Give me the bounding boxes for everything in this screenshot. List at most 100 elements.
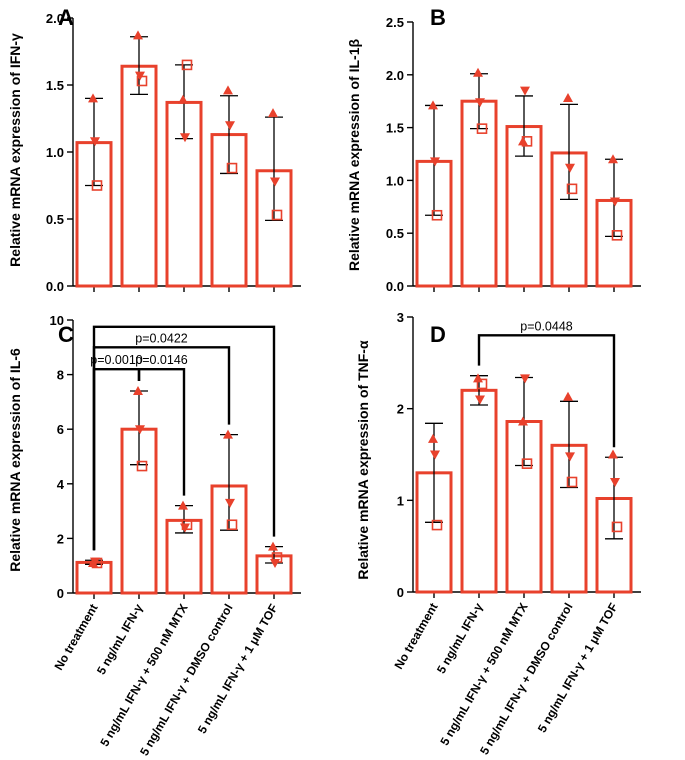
panel-a-data-point-triangle [178, 94, 188, 104]
panel-c-data-point-square [271, 552, 283, 563]
panel-d-data-point-triangle-down [565, 452, 575, 462]
panel-c-y-tick-label: 8 [57, 368, 64, 383]
panel-b-data-point-triangle [428, 100, 438, 110]
panel-d-y-tick-label: 3 [397, 310, 404, 325]
panel-c-p-value-label: p=0.0146 [135, 353, 188, 367]
panel-d-y-axis-title: Relative mRNA expression of TNF-α [355, 340, 371, 580]
panel-a-letter: A [58, 5, 74, 30]
panel-b-y-tick-label: 1.0 [386, 173, 404, 188]
panel-a-data-point-triangle [223, 85, 233, 95]
panel-a-data-point-square [226, 162, 238, 174]
panel-a-data-point-triangle-down [270, 177, 280, 187]
panel-b-y-tick-label: 0.5 [386, 226, 404, 241]
panel-c-category-label: 5 ng/mL IFN-γ + 500 nM MTX [97, 602, 190, 749]
panel-d: D Relative mRNA expression of TNF-α 0 1 2 3… [355, 310, 641, 757]
panel-b-data-point-triangle [473, 67, 483, 77]
panel-c-letter: C [58, 322, 74, 347]
panel-c-y-tick-label: 2 [57, 531, 64, 546]
panel-c-significance-bracket [92, 346, 231, 551]
panel-c-data-point-square [136, 460, 148, 472]
panel-d-data-point-triangle [518, 416, 528, 426]
panel-c-data-point-triangle-down [135, 425, 145, 435]
panel-d-data-point-triangle-down [430, 450, 440, 460]
panel-b-y-tick-label: 2.5 [386, 15, 404, 30]
panel-a-data-point-square [271, 209, 283, 221]
panel-d-letter: D [430, 322, 446, 347]
panel-d-category-label: 5 ng/mL IFN-γ + DMSO control [477, 601, 576, 758]
panel-d-data-point-triangle-down [520, 374, 530, 384]
panel-c-y-tick-label: 10 [50, 313, 64, 328]
panel-d-p-value-label: p=0.0448 [520, 319, 573, 333]
panel-a-data-point-triangle-down [90, 137, 100, 147]
panel-a-y-tick-label: 1.5 [46, 78, 64, 93]
panel-c-data-point-square [91, 557, 103, 569]
panel-a-y-axis-title: Relative mRNA expression of IFN-γ [7, 33, 23, 267]
panel-b-data-point-square [521, 136, 533, 147]
panel-c-category-label: 5 ng/mL IFN-γ + DMSO control [137, 602, 236, 759]
panel-d-data-point-square [566, 476, 578, 488]
panel-a-y-tick-label: 0.5 [46, 212, 64, 227]
panel-a-data-point-triangle-down [180, 133, 190, 143]
panel-b-data-point-triangle [563, 93, 573, 103]
panel-d-data-point-triangle [563, 391, 573, 401]
panel-d-y-tick-label: 1 [397, 493, 404, 508]
panel-d-significance-bracket [477, 334, 616, 448]
panel-b-data-point-triangle-down [475, 98, 485, 108]
panel-d-bar [460, 388, 498, 594]
panel-d-data-point-triangle-down [475, 395, 485, 405]
panel-d-data-point-square [611, 521, 623, 533]
panel-b-y-tick-label: 0.0 [386, 279, 404, 294]
panel-d-data-point-square [476, 378, 488, 390]
panel-c-y-tick-label: 0 [57, 586, 64, 601]
panel-a-data-point-triangle [133, 30, 143, 40]
panel-d-data-point-square [521, 458, 533, 469]
panel-d-y-tick-label: 0 [397, 585, 404, 600]
panel-b-y-tick-label: 2.0 [386, 68, 404, 83]
panel-a-data-point-square [91, 180, 103, 191]
panel-b-y-tick-label: 1.5 [386, 121, 404, 136]
panel-c-y-tick-label: 4 [57, 477, 65, 492]
panel-d-category-label: 5 ng/mL IFN-γ + 500 nM MTX [437, 601, 530, 748]
panel-d-category-label: 5 ng/mL IFN-γ + 1 μM TOF [535, 601, 621, 736]
panel-a-data-point-triangle [88, 93, 98, 103]
panel-b-data-point-triangle [608, 154, 618, 164]
panel-d-data-point-triangle-down [610, 478, 620, 487]
panel-d-category-label: 5 ng/mL IFN-γ [434, 600, 486, 676]
panel-c-data-point-triangle [223, 429, 233, 439]
panel-c-p-value-label: p=0.0010 [90, 353, 143, 367]
panel-b-data-point-square [611, 230, 623, 241]
panel-c-data-point-triangle [268, 541, 278, 551]
panel-b-y-axis-title: Relative mRNA expression of IL-1β [346, 39, 362, 272]
panel-c-data-point-triangle-down [225, 498, 235, 508]
panel-b-data-point-triangle-down [520, 86, 530, 96]
panel-a-data-point-triangle [268, 108, 278, 118]
panel-a-data-point-square [136, 75, 148, 87]
panel-a-y-tick-label: 2.0 [46, 11, 64, 26]
panel-d-data-point-triangle [608, 449, 618, 459]
panel-b-bar [460, 99, 498, 288]
panel-c-data-point-square [181, 519, 193, 531]
panel-a: A Relative mRNA expression of IFN-γ 0.0 0… [7, 5, 301, 294]
panel-c-data-point-triangle [178, 500, 188, 510]
panel-a-y-tick-label: 0.0 [46, 279, 64, 294]
panel-d-data-point-square [431, 519, 443, 531]
panel-c-data-point-square [226, 519, 238, 531]
panel-b-data-point-triangle-down [430, 157, 440, 167]
panel-b-data-point-triangle-down [610, 197, 620, 207]
panel-c-p-value-label: p=0.0422 [135, 331, 188, 345]
panel-d-category-label: No treatment [391, 601, 440, 672]
panel-c-category-label: 5 ng/mL IFN-γ + 1 μM TOF [195, 602, 281, 737]
panel-a-y-tick-label: 1.0 [46, 145, 64, 160]
panel-a-bar [120, 64, 158, 288]
panel-c-category-label: No treatment [51, 602, 100, 673]
panel-c-significance-bracket [92, 325, 276, 551]
panel-c-y-tick-label: 6 [57, 422, 64, 437]
panel-c-significance-bracket [137, 367, 186, 496]
panel-d-data-point-triangle [428, 433, 438, 443]
panel-b-data-point-square [566, 183, 578, 195]
panel-c: C Relative mRNA expression of IL-6 0 2 4 6 8… [7, 313, 301, 758]
panel-a-data-point-triangle-down [225, 121, 235, 131]
panel-b-data-point-square [476, 123, 488, 134]
panel-b: B Relative mRNA expression of IL-1β 0.0 0… [346, 5, 641, 294]
